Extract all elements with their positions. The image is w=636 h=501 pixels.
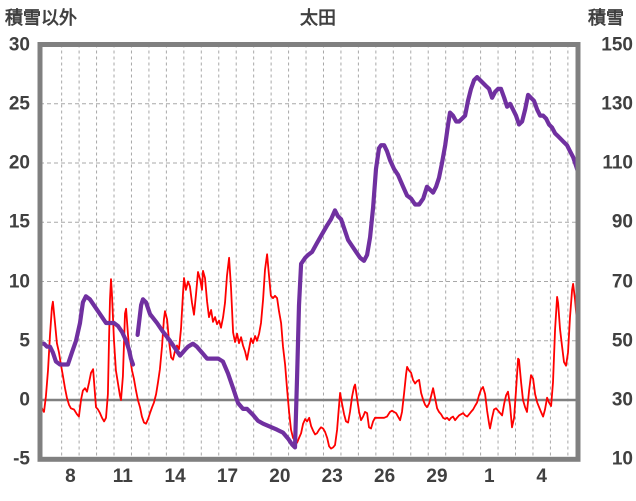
series-line-right xyxy=(135,74,581,450)
x-axis-tick-label: 11 xyxy=(112,466,133,487)
series-line-right xyxy=(37,294,136,367)
right-axis-tick-label: 150 xyxy=(601,34,633,55)
right-axis-tick-label: 30 xyxy=(611,389,633,411)
right-axis-tick-label: 50 xyxy=(611,330,633,352)
left-axis-tick-label: 25 xyxy=(8,93,30,115)
right-axis-title: 積雪 xyxy=(588,8,624,28)
plot-frame xyxy=(37,42,581,462)
left-axis-tick-label: 30 xyxy=(8,34,30,55)
left-axis-tick-label: 0 xyxy=(19,389,30,411)
chart-title: 太田 xyxy=(300,8,336,28)
x-axis-tick-label: 26 xyxy=(374,466,396,487)
right-axis-tick-label: 110 xyxy=(602,152,633,174)
right-axis-tick-label: 70 xyxy=(611,271,633,293)
x-axis-tick-label: 4 xyxy=(536,466,547,487)
left-axis-tick-label: 15 xyxy=(8,211,30,233)
x-axis-tick-label: 1 xyxy=(484,466,495,487)
right-axis-tick-label: 10 xyxy=(611,448,633,470)
right-axis-tick-label: 90 xyxy=(611,211,633,233)
x-axis-tick-label: 20 xyxy=(269,466,291,487)
left-axis-tick-label: 5 xyxy=(19,330,30,352)
right-axis-tick-label: 130 xyxy=(601,93,633,115)
x-axis-tick-label: 8 xyxy=(65,466,76,487)
left-axis-tick-label: -5 xyxy=(13,448,30,470)
x-axis-tick-label: 23 xyxy=(321,466,343,487)
left-axis-tick-label: 20 xyxy=(8,152,30,174)
series-line-left xyxy=(39,253,579,450)
x-axis-tick-label: 29 xyxy=(426,466,448,487)
left-axis-tick-label: 10 xyxy=(8,271,30,293)
left-axis-title: 積雪以外 xyxy=(5,8,77,28)
x-axis-tick-label: 17 xyxy=(216,466,239,487)
x-axis-tick-label: 14 xyxy=(164,466,186,487)
